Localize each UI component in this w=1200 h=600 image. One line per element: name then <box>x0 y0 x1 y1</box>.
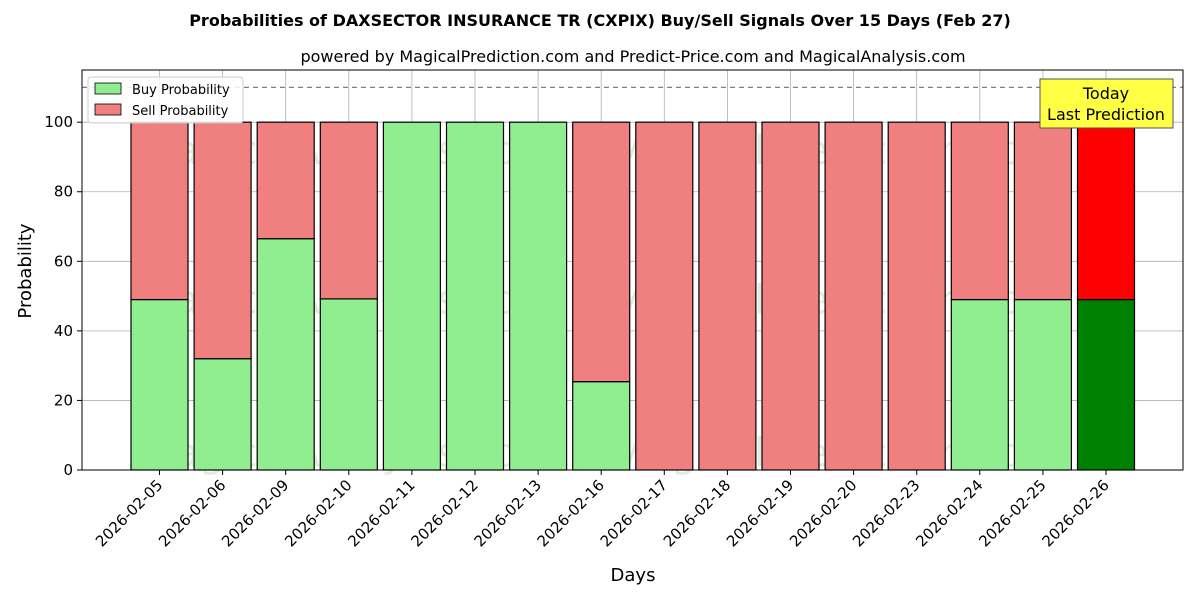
annotation-line-2: Last Prediction <box>1047 105 1165 124</box>
bar-buy <box>509 121 568 471</box>
bar-sell <box>698 121 757 471</box>
legend-label-sell: Sell Probability <box>132 104 229 119</box>
x-axis-label: Days <box>611 565 656 586</box>
bar-buy <box>572 381 631 471</box>
legend-label-buy: Buy Probability <box>132 83 230 98</box>
y-tick-label: 100 <box>44 113 73 131</box>
bar-sell <box>761 121 820 471</box>
bar-sell <box>1076 121 1136 301</box>
bar-buy <box>256 238 315 471</box>
y-tick-label: 60 <box>54 252 73 270</box>
legend-swatch-sell <box>94 103 122 116</box>
bar-buy <box>193 358 252 471</box>
chart-title: Probabilities of DAXSECTOR INSURANCE TR … <box>189 11 1011 30</box>
y-tick-label: 80 <box>54 183 73 201</box>
bar-sell <box>824 121 883 471</box>
legend: Buy Probability Sell Probability <box>87 76 244 124</box>
bar-sell <box>319 121 378 300</box>
bar-buy <box>950 298 1009 471</box>
y-axis-label: Probability <box>15 223 36 318</box>
bar-sell <box>193 121 252 360</box>
legend-swatch-buy <box>94 82 122 95</box>
y-axis: 0 20 40 60 80 100 <box>44 113 82 479</box>
bar-buy <box>1013 298 1073 471</box>
bar-sell <box>887 121 946 471</box>
bar-buy <box>130 298 189 471</box>
plot-frame <box>81 69 1184 471</box>
bar-sell <box>635 121 694 471</box>
bar-sell <box>1013 121 1073 301</box>
annotation-box <box>1039 78 1174 129</box>
y-tick-label: 40 <box>54 322 73 340</box>
legend-box <box>87 76 244 124</box>
annotation-line-1: Today <box>1082 84 1129 103</box>
bar-buy <box>382 121 441 471</box>
bar-buy <box>1076 298 1136 471</box>
bar-sell <box>130 121 189 301</box>
y-tick-label: 0 <box>63 461 73 479</box>
bar-sell <box>256 121 315 240</box>
y-tick-label: 20 <box>54 391 73 409</box>
chart-subtitle: powered by MagicalPrediction.com and Pre… <box>300 47 965 66</box>
bar-sell <box>950 121 1009 301</box>
bar-buy <box>445 121 505 471</box>
today-annotation: Today Last Prediction <box>1039 78 1174 129</box>
bar-sell <box>572 121 631 383</box>
bar-buy <box>319 298 378 471</box>
